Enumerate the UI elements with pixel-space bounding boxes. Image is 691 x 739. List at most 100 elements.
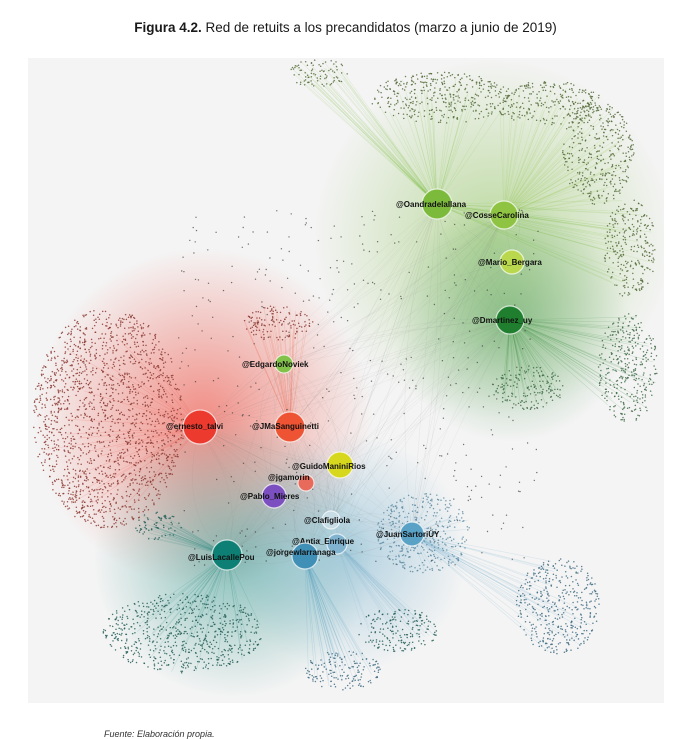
follower-dot <box>589 101 592 104</box>
follower-dot <box>133 424 136 426</box>
follower-dot <box>52 483 54 485</box>
follower-dot <box>163 479 165 481</box>
follower-dot <box>150 362 152 365</box>
follower-dot <box>652 381 655 384</box>
follower-dot <box>221 626 224 629</box>
retweet-edge <box>304 555 315 675</box>
follower-dot <box>145 349 147 352</box>
follower-dot <box>160 668 162 670</box>
follower-dot <box>383 649 386 651</box>
retweet-edge <box>289 214 505 428</box>
follower-dot <box>425 84 428 86</box>
follower-dot <box>169 439 172 442</box>
follower-dot <box>308 322 311 325</box>
follower-dot <box>539 375 541 378</box>
follower-dot <box>61 368 64 370</box>
follower-dot <box>597 150 599 152</box>
follower-dot <box>111 634 113 636</box>
follower-dot <box>578 159 580 162</box>
follower-dot <box>130 479 132 481</box>
follower-dot <box>622 322 624 324</box>
retweet-edge <box>411 214 505 535</box>
follower-dot <box>129 440 132 442</box>
follower-dot <box>200 616 203 618</box>
follower-dot <box>194 666 197 668</box>
follower-dot <box>124 440 127 443</box>
retweet-edge <box>311 68 438 205</box>
follower-dot <box>97 510 100 512</box>
follower-dot <box>146 442 148 445</box>
follower-dot <box>149 371 152 374</box>
follower-dot <box>169 453 171 456</box>
follower-dot <box>149 442 152 445</box>
follower-dot <box>645 406 647 409</box>
follower-dot <box>193 647 195 650</box>
follower-dot <box>212 664 214 667</box>
follower-dot <box>581 108 583 110</box>
follower-dot <box>109 435 111 438</box>
follower-dot <box>74 469 77 472</box>
follower-dot <box>125 523 128 525</box>
follower-dot <box>85 486 88 488</box>
follower-dot <box>180 623 182 626</box>
follower-dot <box>162 389 165 391</box>
follower-dot <box>101 310 104 313</box>
follower-dot <box>625 317 627 320</box>
follower-dot <box>148 653 151 656</box>
follower-dot <box>126 441 128 443</box>
follower-dot <box>48 430 51 433</box>
follower-dot <box>429 98 431 101</box>
follower-dot <box>185 642 187 645</box>
follower-dot <box>123 378 126 381</box>
follower-dot <box>413 92 416 95</box>
follower-dot <box>213 611 215 613</box>
follower-dot <box>587 115 590 117</box>
follower-dot <box>206 643 209 645</box>
follower-dot <box>129 361 132 363</box>
follower-dot <box>192 611 194 614</box>
follower-dot <box>440 110 442 112</box>
follower-dot <box>83 338 86 340</box>
follower-dot <box>626 346 629 348</box>
follower-dot <box>605 178 608 181</box>
follower-dot <box>239 630 242 633</box>
retweet-edge <box>436 203 623 233</box>
follower-dot <box>170 650 173 653</box>
follower-dot <box>72 498 74 501</box>
retweet-edge <box>152 554 228 635</box>
follower-dot <box>535 102 537 104</box>
follower-dot <box>622 215 625 218</box>
follower-dot <box>174 465 176 467</box>
follower-dot <box>40 461 43 464</box>
follower-dot <box>256 623 258 626</box>
follower-dot <box>497 392 499 394</box>
follower-dot <box>589 108 591 110</box>
follower-dot <box>159 357 161 360</box>
follower-dot <box>332 81 335 83</box>
follower-dot <box>559 396 561 399</box>
follower-dot <box>196 635 198 637</box>
follower-dot <box>76 512 78 514</box>
follower-dot <box>631 410 634 412</box>
follower-dot <box>427 620 430 622</box>
follower-dot <box>557 100 560 103</box>
follower-dot <box>396 99 399 102</box>
follower-dot <box>127 386 130 388</box>
follower-dot <box>454 109 457 112</box>
follower-dot <box>445 122 448 124</box>
follower-dot <box>604 258 606 260</box>
follower-dot <box>51 370 54 373</box>
follower-dot <box>140 460 142 463</box>
follower-dot <box>568 145 571 148</box>
follower-dot <box>387 102 389 105</box>
follower-dot <box>139 624 141 627</box>
follower-dot <box>33 400 36 402</box>
follower-dot <box>322 70 325 73</box>
retweet-edge <box>325 67 438 205</box>
follower-dot <box>151 342 154 344</box>
follower-dot <box>527 97 530 99</box>
follower-dot <box>82 386 85 388</box>
follower-dot <box>134 343 136 346</box>
follower-dot <box>644 367 646 369</box>
follower-dot <box>625 130 628 132</box>
